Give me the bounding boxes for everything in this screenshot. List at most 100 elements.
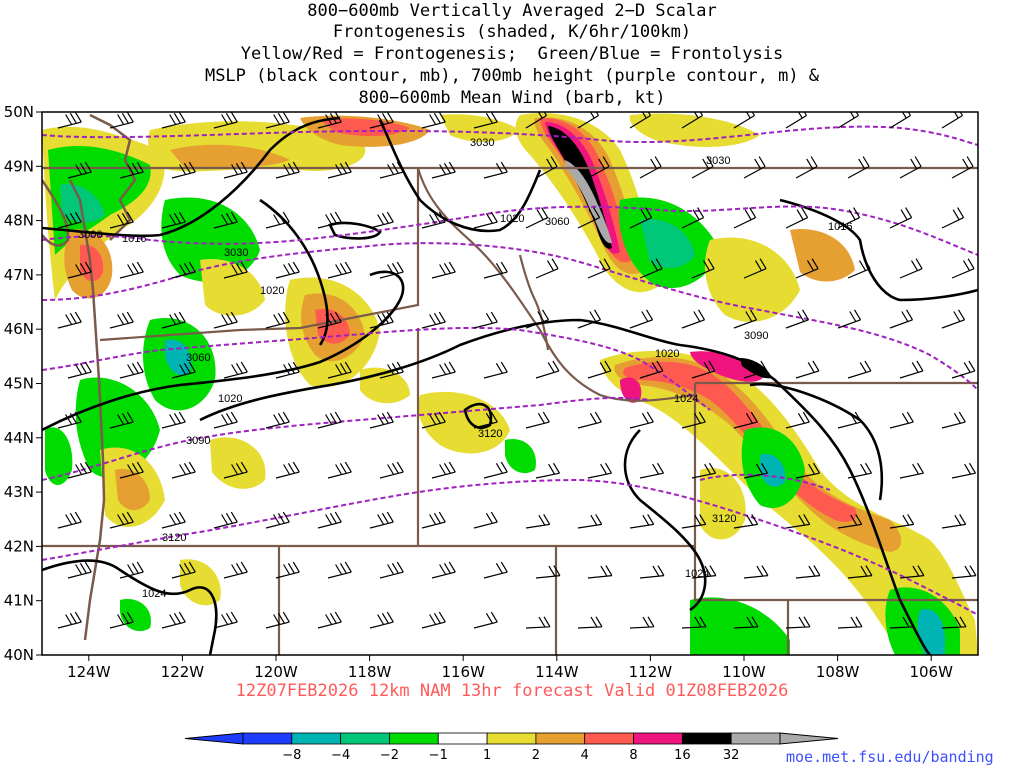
wind-barb (847, 565, 873, 579)
height-labels: 3030 3000 3030 3060 3090 3120 3030 3090 … (78, 137, 768, 544)
wind-barb (327, 361, 352, 379)
wind-barb (795, 156, 818, 179)
wind-barb (837, 112, 860, 129)
wind-barb (951, 360, 976, 379)
wind-barb (951, 565, 977, 579)
wind-barb (743, 360, 768, 379)
wind-barb (743, 258, 767, 279)
wind-barbs (57, 112, 977, 629)
wind-barb (431, 361, 456, 379)
fg-shade-orange (790, 229, 855, 282)
lat-tick-label: 50N (4, 103, 34, 121)
wind-barb (785, 112, 808, 129)
wind-barb (223, 361, 248, 379)
wind-barb (119, 161, 144, 179)
wind-barb (525, 207, 549, 229)
wind-barb (109, 411, 134, 429)
wind-barb (213, 611, 238, 629)
fg-shade-yellow (210, 437, 266, 489)
wind-barb (795, 360, 820, 379)
credit-link[interactable]: moe.met.fsu.edu/banding (786, 748, 994, 766)
wind-barb (327, 161, 352, 179)
wind-barb (535, 462, 561, 479)
colorbar-swatch (584, 732, 634, 745)
colorbar-tick-label: 32 (723, 748, 740, 763)
fg-shade-yellow (440, 114, 520, 142)
wind-barb (951, 462, 977, 479)
wind-barb (889, 112, 912, 129)
wind-barb (483, 461, 508, 479)
wind-barb (525, 309, 550, 329)
wind-barb (161, 211, 186, 229)
wind-barb (743, 565, 769, 579)
wind-barb (535, 360, 560, 379)
fg-shade-yellow (200, 259, 265, 316)
wind-barb (629, 411, 654, 429)
wind-barb (379, 161, 404, 179)
wind-barb (691, 360, 716, 379)
colorbar-swatch (633, 732, 683, 745)
wind-barb (733, 112, 756, 129)
colorbar-swatch (437, 732, 488, 745)
wind-barb (431, 561, 456, 579)
wind-barb (317, 411, 342, 429)
wind-barb (899, 156, 922, 179)
wind-barb (795, 462, 821, 479)
lon-tick-label: 110W (722, 663, 766, 681)
wind-barb (847, 258, 871, 279)
wind-barb (577, 207, 601, 229)
lat-tick-label: 42N (4, 537, 34, 555)
wind-barb (681, 616, 707, 629)
wind-barb (473, 311, 498, 329)
fg-shade-yellow (629, 113, 760, 147)
wind-barb (785, 514, 811, 529)
wind-barb (473, 211, 498, 229)
wind-barb (317, 311, 342, 329)
wind-barb (629, 112, 652, 129)
title-line-3: Yellow/Red = Frontogenesis; Green/Blue =… (240, 44, 784, 64)
wind-barb (57, 211, 82, 229)
fl-shade-green (690, 597, 790, 655)
height-label: 3000 (78, 229, 102, 241)
wind-barb (691, 462, 717, 479)
colorbar-tick-label: 8 (629, 748, 637, 763)
colorbar-tick-label: 1 (483, 748, 491, 763)
wind-barb (119, 561, 144, 579)
colorbar-swatch (340, 732, 390, 745)
mslp-label: 1024 (685, 568, 709, 580)
wind-barb (691, 156, 714, 179)
wind-barb (889, 207, 913, 229)
colorbar-swatch (730, 732, 781, 745)
colorbar-tick-label: 2 (532, 748, 540, 763)
wind-barb (535, 565, 561, 579)
fg-shade-gray (565, 160, 612, 244)
wind-barb (369, 311, 394, 329)
wind-barb (577, 112, 600, 129)
mslp-label: 1024 (142, 588, 166, 600)
wind-barb (317, 211, 342, 229)
fg-shade-yellow (700, 468, 746, 540)
wind-barb (785, 616, 811, 629)
wind-barb (57, 411, 82, 429)
wind-barb (733, 616, 759, 629)
colorbar-swatch (681, 732, 732, 745)
colorbar-tick-label: −1 (429, 748, 448, 763)
wind-barb (275, 261, 300, 279)
height-label: 3090 (744, 330, 768, 342)
wind-barb (379, 561, 404, 579)
wind-barb (743, 462, 769, 479)
colorbar-tick-label: −4 (331, 748, 350, 763)
lon-tick-label: 106W (909, 663, 953, 681)
wind-barb (265, 611, 290, 629)
wind-barb (265, 112, 290, 129)
wind-barb (421, 411, 446, 429)
lat-tick-label: 47N (4, 266, 34, 284)
wind-barb (847, 462, 873, 479)
wind-barb (161, 611, 186, 629)
lat-tick-label: 49N (4, 157, 34, 175)
colorbar: −8 −4 −2 −1 1 2 4 8 16 32 (184, 732, 839, 763)
wind-barb (941, 207, 965, 229)
wind-barb (327, 561, 352, 579)
colorbar-swatch (291, 732, 342, 745)
